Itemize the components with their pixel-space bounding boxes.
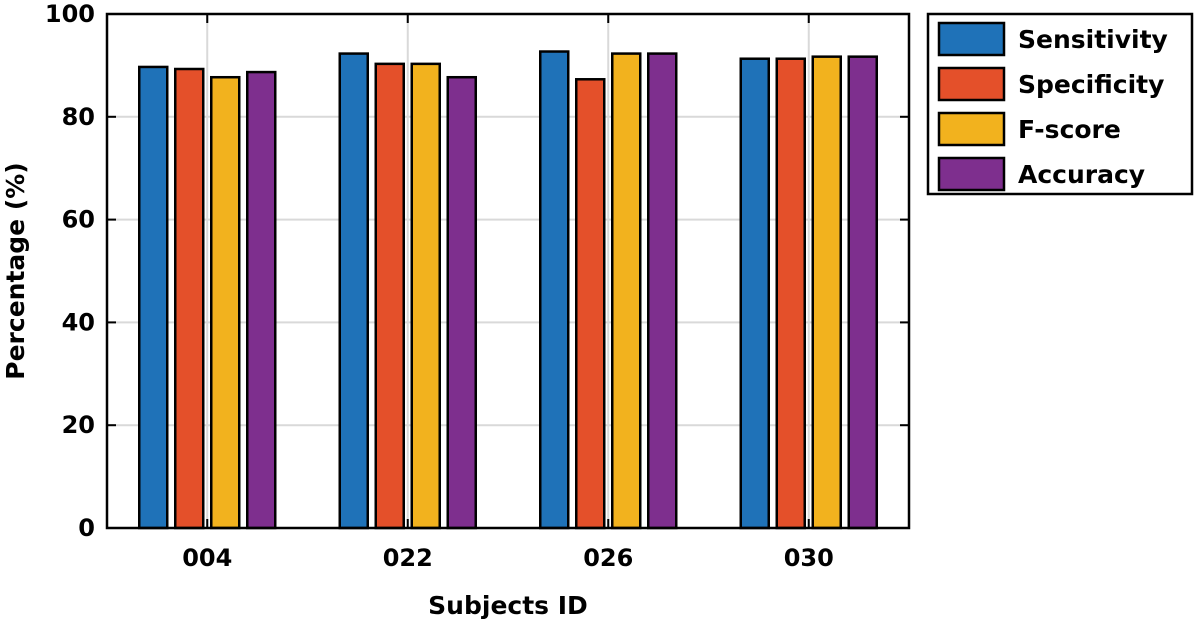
bar-accuracy-022 <box>446 75 477 530</box>
bar-specificity-022 <box>374 62 405 530</box>
y-tick-label: 20 <box>62 411 95 439</box>
bar-f-score-030 <box>811 55 842 530</box>
bar-sensitivity-026 <box>539 50 570 530</box>
bar-accuracy-004 <box>246 70 277 530</box>
y-tick-labels: 0 20 40 60 80 100 <box>45 0 95 542</box>
bar-accuracy-030 <box>847 55 878 530</box>
legend-swatch-specificity <box>937 66 1006 102</box>
y-tick-label: 0 <box>78 514 95 542</box>
axis-ticks <box>107 13 909 529</box>
bar-specificity-030 <box>775 57 806 530</box>
legend-label-sensitivity: Sensitivity <box>1018 25 1168 54</box>
legend: Sensitivity Specificity F-score Accuracy <box>926 12 1194 196</box>
bar-sensitivity-030 <box>739 57 770 530</box>
bar-sensitivity-022 <box>338 52 369 530</box>
legend-swatch-f-score <box>937 111 1006 147</box>
y-tick-label: 40 <box>62 308 95 336</box>
legend-label-specificity: Specificity <box>1018 70 1164 99</box>
x-tick-label: 004 <box>182 544 232 572</box>
legend-swatch-accuracy <box>937 156 1006 192</box>
bar-specificity-026 <box>575 78 606 530</box>
legend-label-accuracy: Accuracy <box>1018 160 1145 189</box>
x-axis-title: Subjects ID <box>428 591 588 620</box>
y-tick-label: 100 <box>45 0 95 28</box>
bar-f-score-026 <box>611 52 642 530</box>
bar-f-score-022 <box>410 62 441 530</box>
y-tick-label: 80 <box>62 103 95 131</box>
x-tick-label: 030 <box>784 544 834 572</box>
y-axis-title: Percentage (%) <box>1 162 30 379</box>
x-tick-labels: 004 022 026 030 <box>182 544 834 572</box>
y-tick-label: 60 <box>62 206 95 234</box>
x-tick-label: 022 <box>383 544 433 572</box>
legend-label-f-score: F-score <box>1018 115 1121 144</box>
x-tick-label: 026 <box>583 544 633 572</box>
grid-lines <box>107 14 909 528</box>
bars-group <box>138 50 878 530</box>
bar-accuracy-026 <box>647 52 678 530</box>
legend-swatch-sensitivity <box>937 21 1006 57</box>
bar-specificity-004 <box>174 67 205 530</box>
bar-f-score-004 <box>210 75 241 530</box>
plot-background <box>107 14 909 528</box>
bar-sensitivity-004 <box>138 65 169 530</box>
plot-frame <box>105 12 911 530</box>
